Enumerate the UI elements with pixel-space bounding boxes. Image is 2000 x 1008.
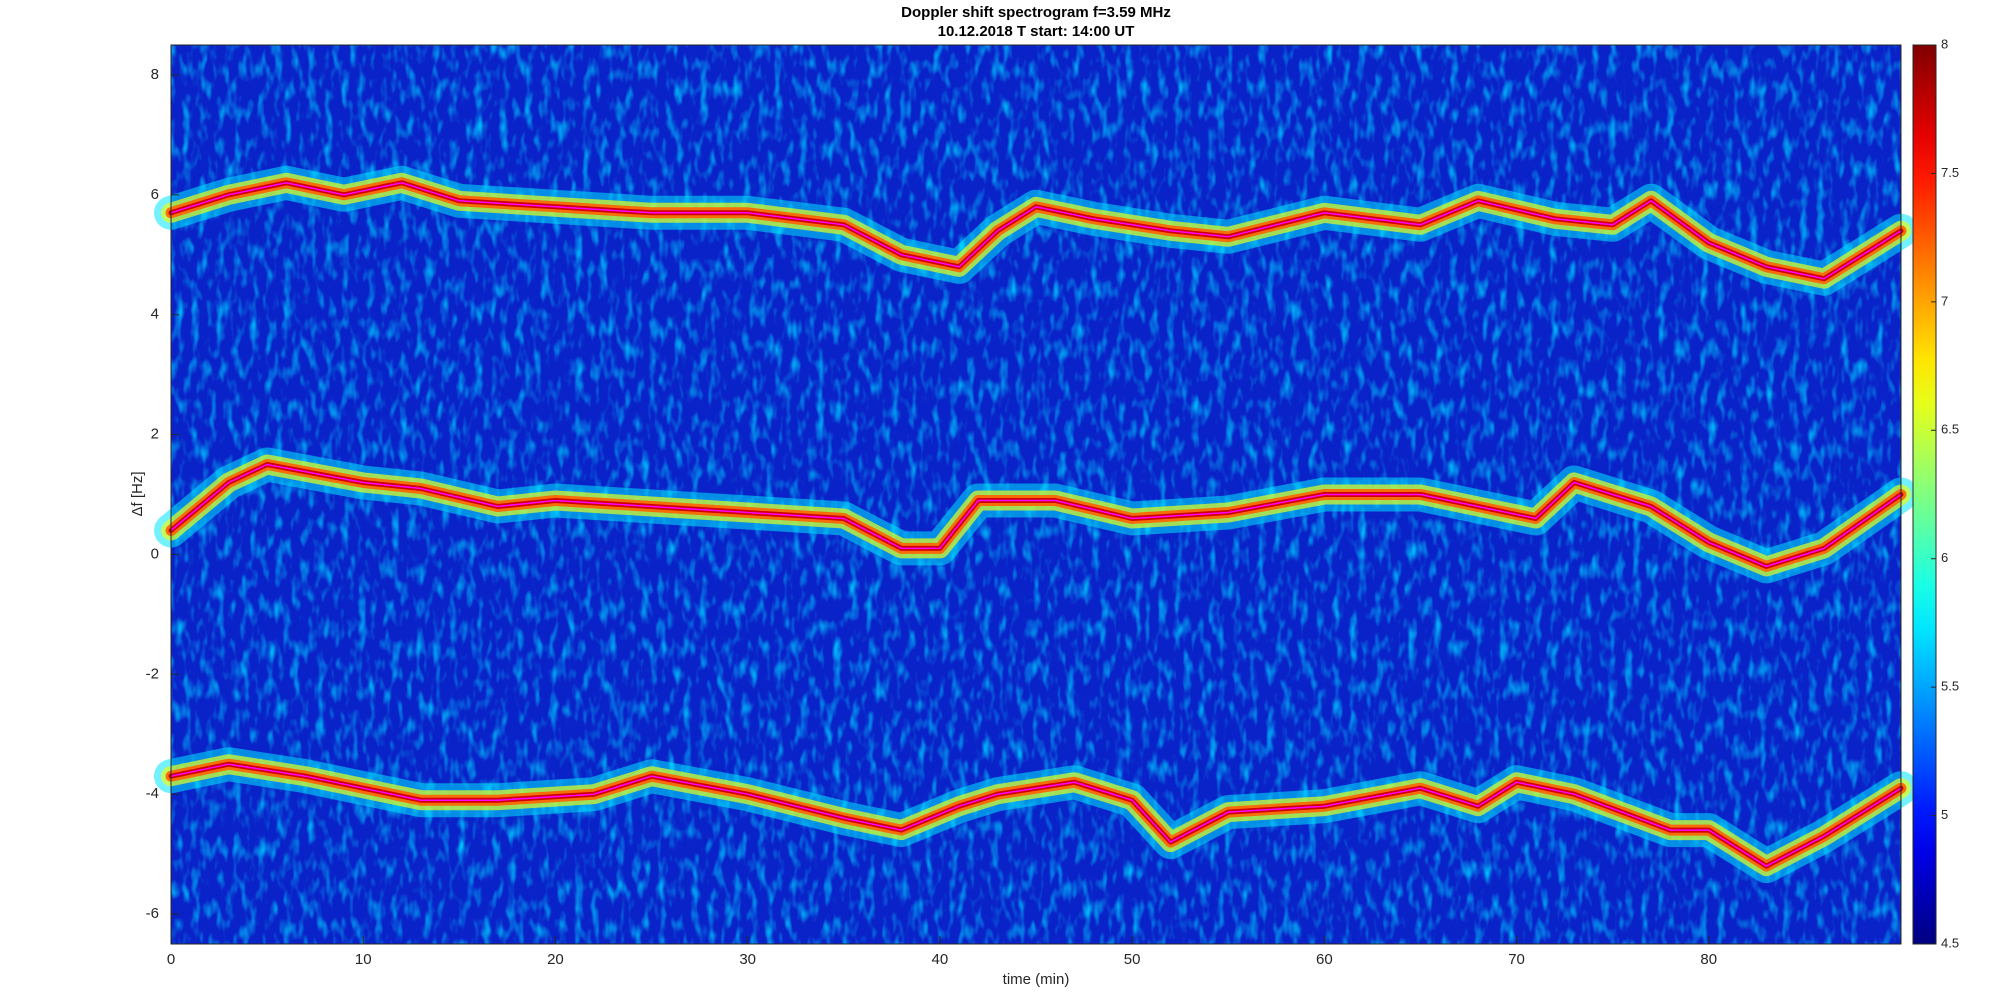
- colorbar-tick-label: 6.5: [1941, 422, 1959, 437]
- colorbar-tick-label: 4.5: [1941, 935, 1959, 950]
- x-tick-label: 0: [167, 951, 175, 968]
- plot-frame: [170, 44, 1902, 945]
- ridge-trace: [170, 763, 1902, 867]
- x-tick-label: 20: [547, 951, 564, 968]
- y-tick-label: 0: [151, 545, 159, 562]
- x-tick-label: 30: [739, 951, 756, 968]
- colorbar: [1912, 44, 1937, 945]
- chart-title: Doppler shift spectrogram f=3.59 MHz: [901, 4, 1171, 21]
- x-axis-label: time (min): [1003, 971, 1070, 988]
- x-tick-label: 60: [1316, 951, 1333, 968]
- y-tick-label: 6: [151, 186, 159, 203]
- x-tick-label: 10: [355, 951, 372, 968]
- x-tick-label: 80: [1700, 951, 1717, 968]
- x-tick-label: 50: [1124, 951, 1141, 968]
- x-tick-label: 70: [1508, 951, 1525, 968]
- colorbar-tick-label: 6: [1941, 550, 1948, 565]
- y-tick-label: -6: [146, 905, 159, 922]
- y-tick-label: 8: [151, 66, 159, 83]
- chart-subtitle: 10.12.2018 T start: 14:00 UT: [938, 23, 1135, 40]
- y-tick-label: -2: [146, 665, 159, 682]
- colorbar-tick-label: 5.5: [1941, 679, 1959, 694]
- x-tick-label: 40: [932, 951, 949, 968]
- ridge-trace: [170, 182, 1902, 280]
- y-tick-label: 4: [151, 306, 159, 323]
- colorbar-tick-label: 7: [1941, 293, 1948, 308]
- y-tick-label: 2: [151, 426, 159, 443]
- y-tick-label: -4: [146, 785, 159, 802]
- colorbar-tick-label: 7.5: [1941, 165, 1959, 180]
- colorbar-tick-label: 5: [1941, 807, 1948, 822]
- y-axis-label: Δf [Hz]: [129, 471, 146, 516]
- ridge-trace: [170, 463, 1902, 568]
- colorbar-tick-label: 8: [1941, 36, 1948, 51]
